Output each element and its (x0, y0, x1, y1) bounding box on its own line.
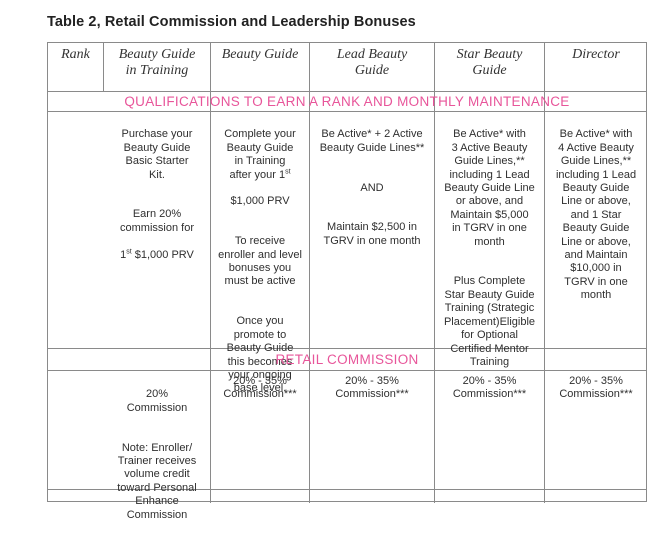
row-divider (48, 348, 646, 349)
column-divider (434, 43, 435, 503)
row-divider (48, 370, 646, 371)
retail-beauty-guide: 20% - 35% Commission*** (223, 375, 297, 401)
header-beauty-guide-in-training: Beauty Guide in Training (118, 47, 196, 78)
retail-lead-beauty-guide: 20% - 35% Commission*** (335, 375, 409, 401)
column-divider (544, 43, 545, 503)
qual-beauty-guide: Complete your Beauty Guide in Training a… (218, 128, 302, 395)
header-beauty-guide: Beauty Guide (221, 47, 299, 62)
commission-table: Rank Beauty Guide in Training Beauty Gui… (47, 42, 647, 521)
qual-lead-beauty-guide: Be Active* + 2 Active Beauty Guide Lines… (319, 128, 425, 247)
column-divider (103, 43, 104, 92)
qualifications-heading: QUALIFICATIONS TO EARN A RANK AND MONTHL… (124, 94, 570, 109)
qual-director: Be Active* with 4 Active Beauty Guide Li… (555, 128, 637, 302)
qual-guide-in-training: Purchase your Beauty Guide Basic Starter… (120, 128, 194, 261)
row-divider (48, 91, 646, 92)
row-divider (48, 111, 646, 112)
header-star-beauty-guide: Star Beauty Guide (456, 47, 523, 78)
header-lead-beauty-guide: Lead Beauty Guide (336, 47, 408, 78)
table-title: Table 2, Retail Commission and Leadershi… (47, 14, 416, 30)
row-divider (48, 489, 646, 490)
column-divider (210, 43, 211, 503)
retail-director: 20% - 35% Commission*** (559, 375, 633, 401)
qual-star-beauty-guide: Be Active* with 3 Active Beauty Guide Li… (443, 128, 536, 368)
column-divider (309, 43, 310, 503)
retail-star-beauty-guide: 20% - 35% Commission*** (452, 375, 527, 401)
header-director: Director (572, 47, 620, 62)
retail-guide-in-training: 20% Commission Note: Enroller/ Trainer r… (117, 388, 197, 521)
header-rank: Rank (61, 47, 90, 62)
retail-commission-heading: RETAIL COMMISSION (275, 352, 419, 367)
